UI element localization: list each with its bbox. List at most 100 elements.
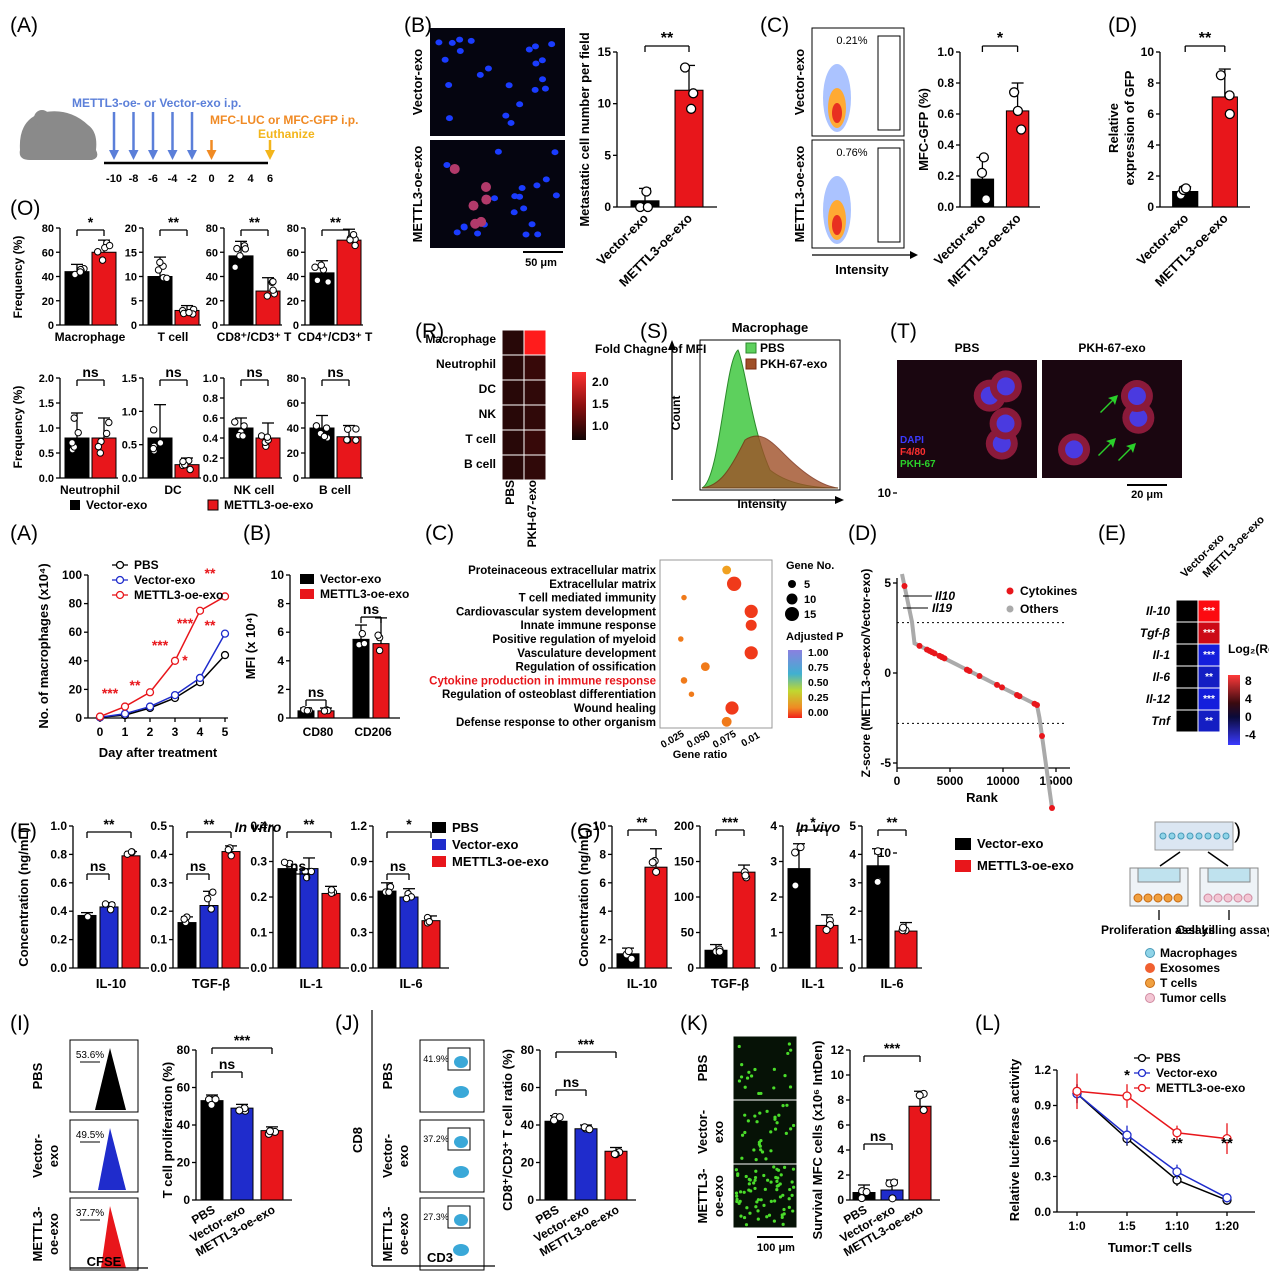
t-cell-icon xyxy=(1174,894,1182,902)
tumor-cell-dot xyxy=(745,1175,748,1178)
J-y-tick-label: 80 xyxy=(521,1043,535,1057)
heatmap-col-label: PBS xyxy=(503,480,517,505)
tumor-cell-dot xyxy=(759,1148,762,1151)
mid-E-cell xyxy=(1176,644,1198,666)
nucleus-dot xyxy=(516,101,523,107)
F-data-point xyxy=(210,889,216,895)
tumor-cell-dot xyxy=(772,1165,775,1168)
tumor-cell-dot xyxy=(781,1104,784,1107)
flow-row-label: METTL3-oe-exo xyxy=(792,146,807,243)
mid-B-data-point xyxy=(359,630,365,636)
heatmap-cell xyxy=(524,355,546,380)
flow-density xyxy=(454,1214,468,1226)
mid-C-term-label: Regulation of osteoblast differentiation xyxy=(442,689,656,701)
top-O-data-point xyxy=(106,419,112,425)
legend-marker xyxy=(1139,1085,1146,1092)
nucleus-dot xyxy=(468,38,475,44)
tumor-cell-dot xyxy=(743,1216,746,1219)
J-bar xyxy=(605,1151,627,1200)
top_C-y-tick-label: 1.0 xyxy=(937,45,954,59)
top-O-data-point xyxy=(157,259,163,265)
panel-label-i: (I) xyxy=(10,1012,30,1035)
panel-label-top_o: (O) xyxy=(10,197,40,220)
top-O-y-tick-label: 1.0 xyxy=(39,423,54,435)
legend-label: Vector-exo xyxy=(1156,1066,1217,1080)
G-y-tick-label: 2 xyxy=(599,933,606,947)
arrowhead xyxy=(910,251,918,259)
mid-E-cell xyxy=(1176,710,1198,732)
tumor-cell-dot xyxy=(764,1157,767,1160)
cell-nucleus xyxy=(997,415,1015,433)
L-series-point xyxy=(1173,1168,1181,1176)
top-O-sig-bracket-label: ns xyxy=(82,364,99,380)
timeline-day-label: -2 xyxy=(187,173,197,185)
top_D-y-tick-label: 4 xyxy=(1147,138,1154,152)
mid-C-x-tick-label: 0.01 xyxy=(740,730,763,749)
G-y-tick-label: 3 xyxy=(770,855,777,869)
F-y-tick-label: 0.3 xyxy=(350,926,367,940)
top-O-sig-bracket-label: ** xyxy=(249,214,260,230)
K-data-point xyxy=(916,1092,923,1099)
G-data-point xyxy=(649,859,656,866)
tumor-cell-dot xyxy=(777,1169,780,1172)
top-O-y-tick-label: 20 xyxy=(42,296,54,308)
F-y-tick-label: 0.0 xyxy=(250,961,267,975)
nucleus-dot xyxy=(520,205,527,211)
top-O-data-point xyxy=(240,433,246,439)
mid-C-size-legend-label: 15 xyxy=(804,609,816,621)
mid-A-series-point xyxy=(197,674,204,681)
tumor-cell-dot xyxy=(783,1074,786,1077)
top_D-data-point xyxy=(1181,184,1190,193)
mid-E-row-label: Tnf xyxy=(1151,714,1171,728)
mouse-ear-icon xyxy=(34,110,50,126)
tumor-cell-dot xyxy=(735,1195,738,1198)
top_D-x-tick-label: METTL3-oe-exo xyxy=(1152,210,1231,289)
metastatic-cell-dot xyxy=(481,182,491,192)
mid-C-dot xyxy=(722,566,731,575)
L-series-line xyxy=(1077,1091,1227,1138)
mid-C-color-legend-title: Adjusted P xyxy=(786,631,843,643)
panel-label-l: (L) xyxy=(975,1012,1001,1035)
mid-E-star-label: ** xyxy=(1205,716,1213,727)
timeline-day-label: -10 xyxy=(106,173,122,185)
G-x-tick-label: IL-6 xyxy=(880,976,903,991)
tumor-cell-icon xyxy=(1204,894,1212,902)
tumor-cell-dot xyxy=(775,1188,778,1191)
mid-A-sig-label: *** xyxy=(102,685,119,701)
top_B-y-tick-label: 15 xyxy=(598,45,612,59)
legend-swatch xyxy=(432,822,446,833)
L-y-tick-label: 1.2 xyxy=(1034,1063,1051,1077)
mid-E-legend-tick: 0 xyxy=(1245,710,1252,724)
G-data-point xyxy=(797,844,804,851)
F-bar xyxy=(422,921,440,968)
mid-A-sig-label: *** xyxy=(177,615,194,631)
tumor-cell-dot xyxy=(791,1209,794,1212)
mid-C-term-label: Wound healing xyxy=(574,703,656,715)
mid-C-color-legend-tick: 0.25 xyxy=(808,692,829,704)
top-O-y-tick-label: 20 xyxy=(287,448,299,460)
legend-label: PBS xyxy=(1156,1051,1181,1065)
tumor-cell-dot xyxy=(791,1194,794,1197)
mid-E-legend-tick: 8 xyxy=(1245,674,1252,688)
mid-C-size-legend-label: 10 xyxy=(804,594,816,606)
J-sig-bracket-label: ns xyxy=(563,1074,580,1090)
top_C-data-point xyxy=(1010,88,1019,97)
top-O-y-tick-label: 60 xyxy=(287,398,299,410)
G-y-tick-label: 4 xyxy=(599,904,606,918)
F-y-label: Concentration (ng/mL) xyxy=(16,827,31,966)
scale-bar-label: 50 μm xyxy=(525,257,557,269)
mid-A-x-tick-label: 0 xyxy=(97,725,104,739)
mid-B-y-label: MFI (x 10⁴) xyxy=(243,613,258,679)
F-data-point xyxy=(403,895,409,901)
F-y-tick-label: 0.1 xyxy=(250,926,267,940)
F-bar xyxy=(400,897,418,968)
top-O-panel-label: Macrophage xyxy=(55,330,126,344)
F-x-tick-label: IL-6 xyxy=(399,976,422,991)
tumor-cell-dot xyxy=(745,1206,748,1209)
G-y-tick-label: 0 xyxy=(687,961,694,975)
tumor-cell-dot xyxy=(736,1174,739,1177)
mid-C-colorbar xyxy=(788,650,802,718)
flow-density xyxy=(454,1056,468,1068)
J-data-point xyxy=(586,1126,593,1133)
L-sig-label: * xyxy=(1124,1067,1130,1084)
